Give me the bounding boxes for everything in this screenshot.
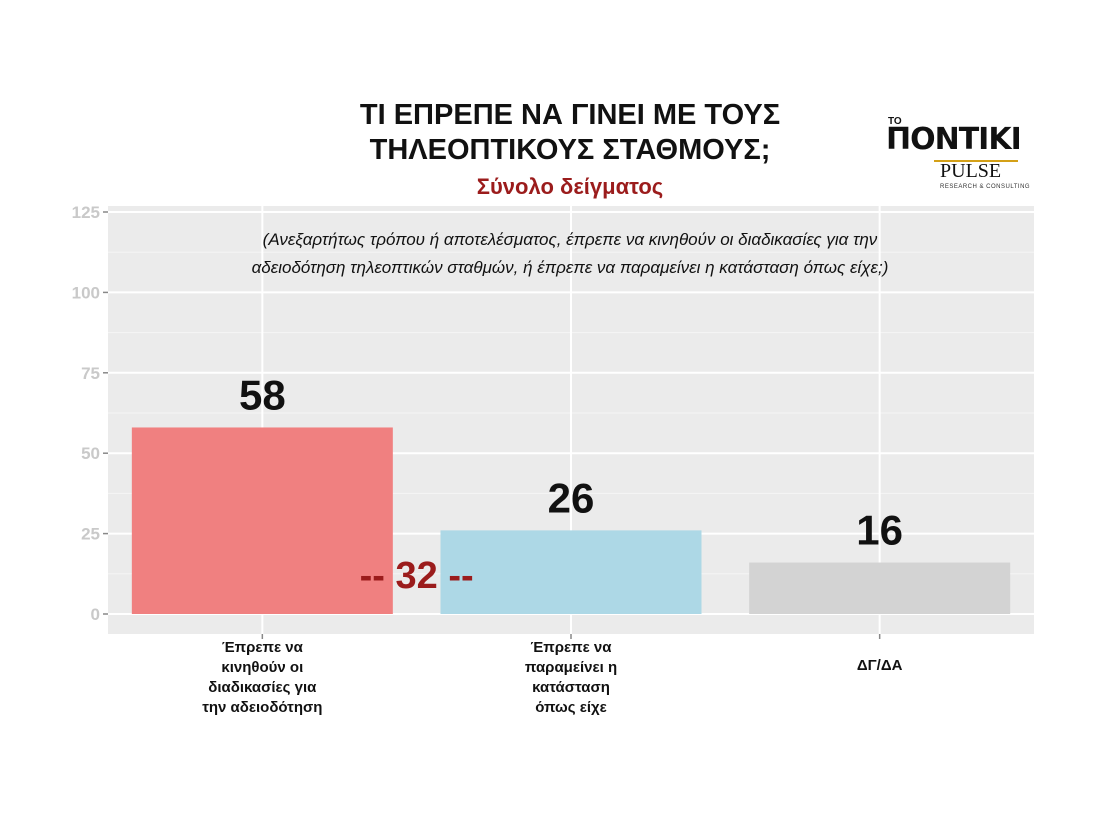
bar-3-value-label: 16 bbox=[856, 507, 903, 554]
y-tick-label: 100 bbox=[72, 283, 100, 302]
logo-small-text: ΤΟ bbox=[888, 116, 902, 127]
bar-1-value-label: 58 bbox=[239, 371, 286, 418]
y-tick-label: 25 bbox=[81, 525, 100, 544]
logo-brand: ΠΟΝΤΙΚΙ bbox=[886, 122, 1022, 157]
survey-question: (Ανεξαρτήτως τρόπου ή αποτελέσματος, έπρ… bbox=[130, 226, 1010, 282]
title-line-2: ΤΗΛΕΟΠΤΙΚΟΥΣ ΣΤΑΘΜΟΥΣ; bbox=[369, 134, 771, 166]
x-tick-label-line: όπως είχε bbox=[535, 699, 607, 716]
x-tick-label-line: Έπρεπε να bbox=[530, 639, 612, 656]
chart-subtitle: Σύνολο δείγματος bbox=[476, 174, 664, 199]
bar-2-value-label: 26 bbox=[548, 474, 595, 521]
y-tick-label: 50 bbox=[81, 444, 100, 463]
bar-2 bbox=[440, 530, 702, 614]
question-line-1: (Ανεξαρτήτως τρόπου ή αποτελέσματος, έπρ… bbox=[262, 230, 878, 249]
x-tick-label-3: ΔΓ/ΔΑ bbox=[780, 656, 980, 676]
y-tick-label: 125 bbox=[72, 203, 100, 222]
x-tick-label-line: ΔΓ/ΔΑ bbox=[856, 657, 903, 674]
bar-1 bbox=[131, 427, 393, 614]
difference-annotation: -- 32 -- bbox=[360, 555, 474, 597]
logo-partner: PULSE bbox=[940, 160, 1002, 182]
x-tick-label-2: Έπρεπε να παραμείνει η κατάσταση όπως είχε bbox=[471, 638, 671, 718]
question-line-2: αδειοδότηση τηλεοπτικών σταθμών, ή έπρεπ… bbox=[251, 258, 889, 277]
y-tick-label: 75 bbox=[81, 364, 100, 383]
x-tick-label-line: διαδικασίες για bbox=[208, 679, 317, 696]
x-tick-label-line: την αδειοδότηση bbox=[202, 699, 323, 716]
x-tick-label-line: κινηθούν οι bbox=[221, 659, 304, 676]
bar-3 bbox=[749, 562, 1011, 614]
chart-title: ΤΙ ΕΠΡΕΠΕ ΝΑ ΓΙΝΕΙ ΜΕ ΤΟΥΣ ΤΗΛΕΟΠΤΙΚΟΥΣ … bbox=[270, 98, 870, 168]
logo-partner-tagline: RESEARCH & CONSULTING bbox=[940, 184, 1031, 190]
x-tick-label-line: κατάσταση bbox=[532, 679, 610, 696]
pontiki-pulse-logo: ΤΟ ΠΟΝΤΙΚΙ PULSE RESEARCH & CONSULTING bbox=[884, 116, 1040, 196]
logo-divider bbox=[934, 160, 1018, 162]
x-tick-label-line: παραμείνει η bbox=[524, 659, 618, 676]
x-tick-label-line: Έπρεπε να bbox=[221, 639, 303, 656]
y-tick-label: 0 bbox=[91, 605, 100, 624]
title-line-1: ΤΙ ΕΠΡΕΠΕ ΝΑ ΓΙΝΕΙ ΜΕ ΤΟΥΣ bbox=[359, 99, 781, 131]
x-tick-label-1: Έπρεπε να κινηθούν οι διαδικασίες για την α… bbox=[162, 638, 362, 718]
